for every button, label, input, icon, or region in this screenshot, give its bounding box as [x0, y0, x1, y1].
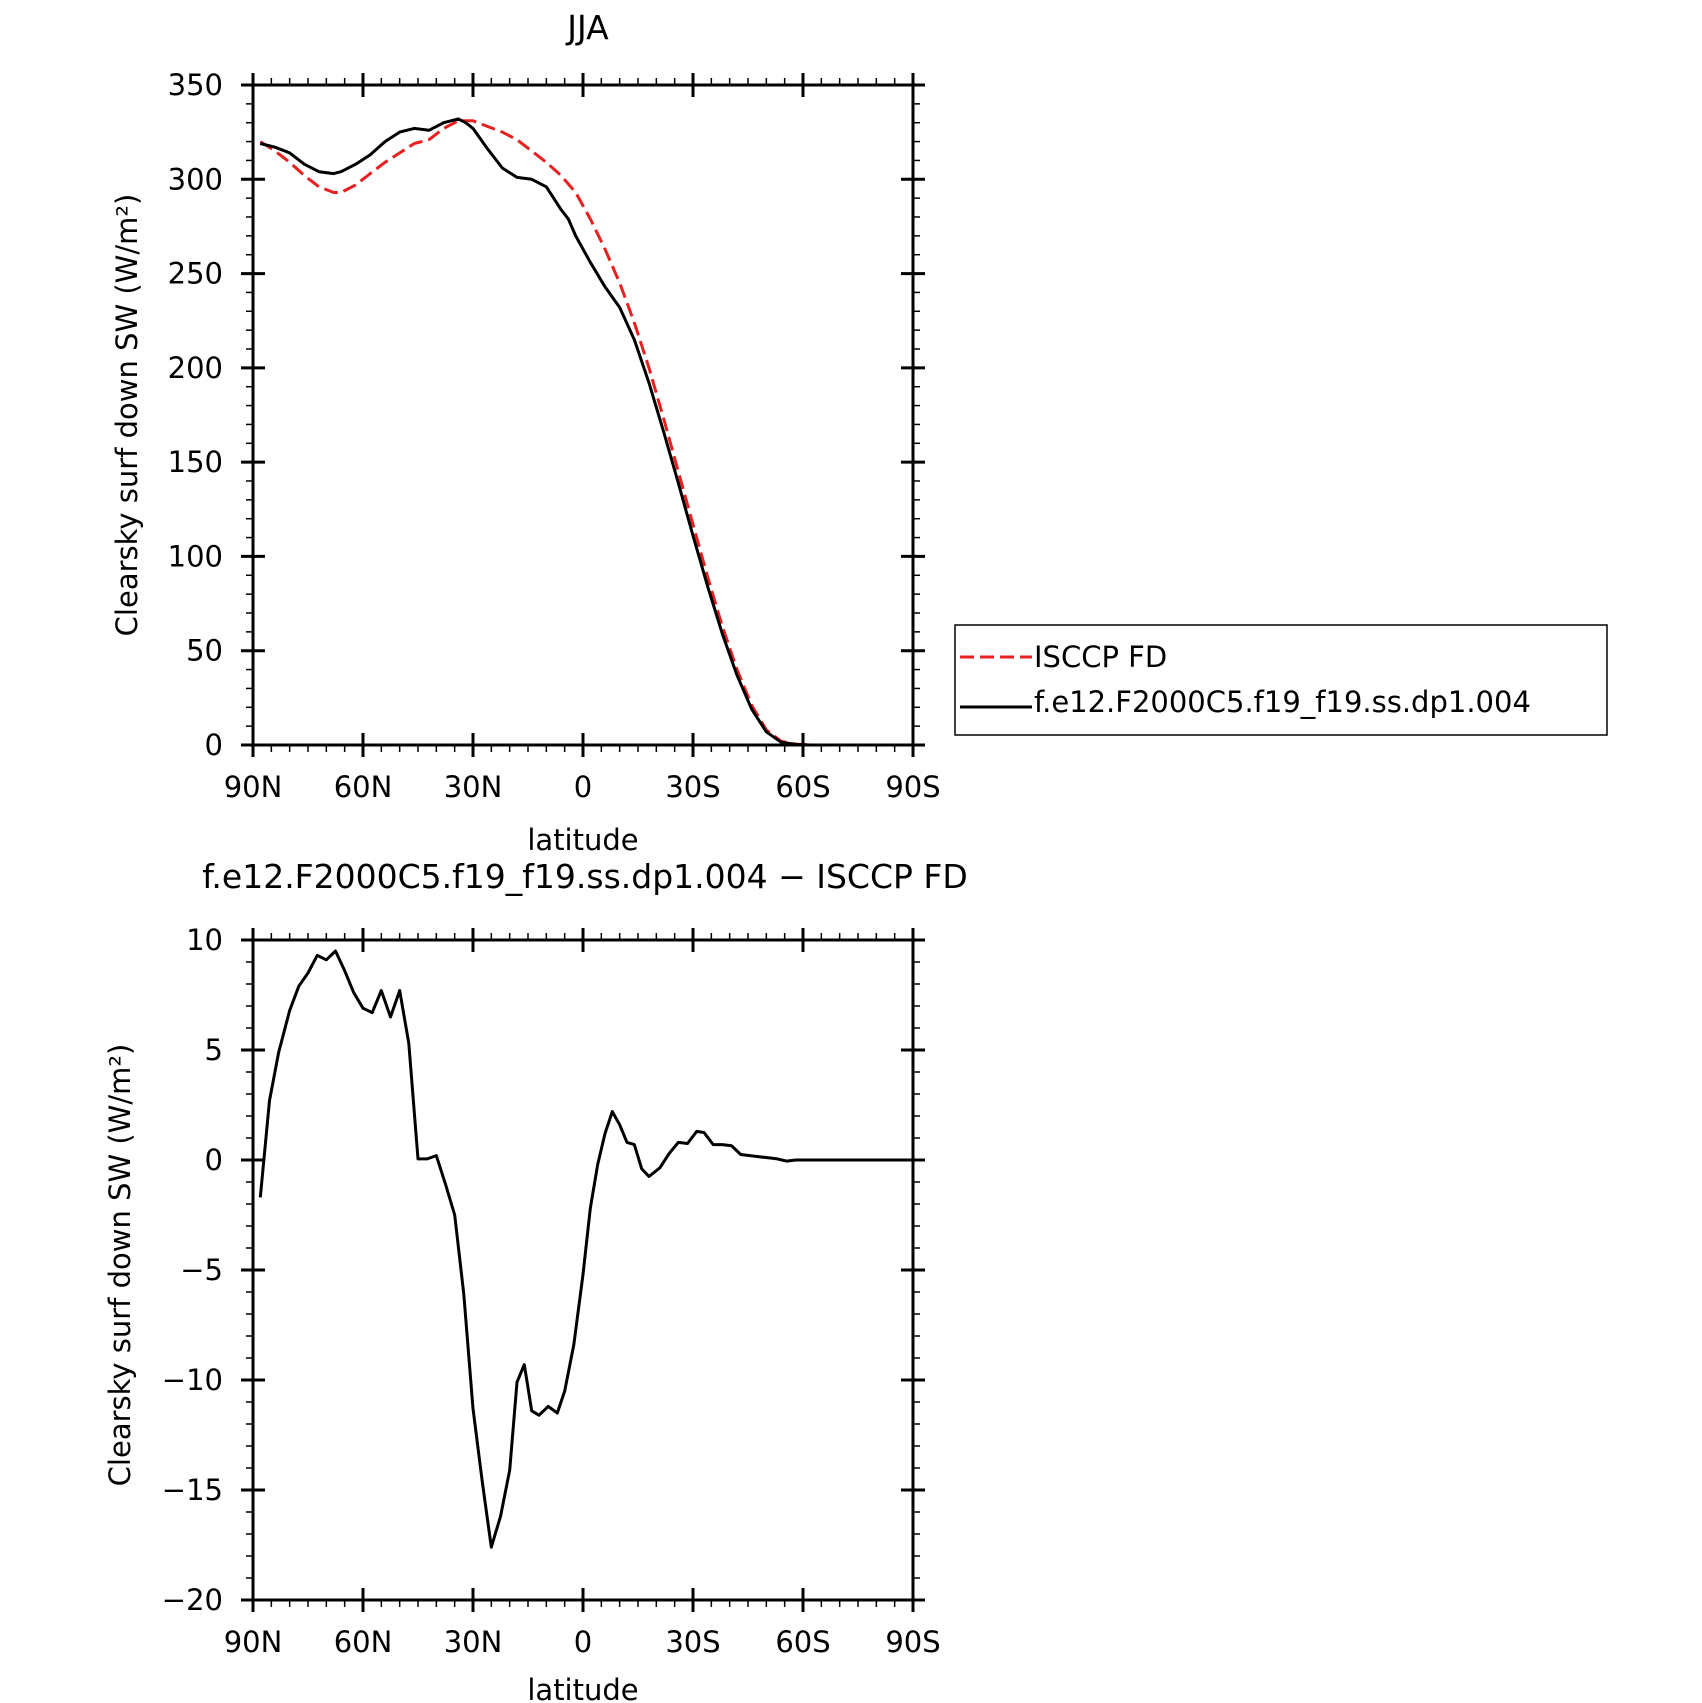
bottom-y-tick-labels: −20 −15 −10 −5 0 5 10	[162, 923, 223, 1617]
top-series-lines	[259, 117, 910, 747]
bottom-x-tick-label: 30N	[444, 1625, 503, 1659]
top-x-tick-label: 60N	[334, 770, 393, 804]
bottom-y-tick-label: −5	[180, 1253, 223, 1287]
top-x-tick-label: 90N	[224, 770, 283, 804]
bottom-y-tick-label: −15	[162, 1473, 223, 1507]
top-y-tick-label: 150	[168, 445, 223, 479]
top-x-axis-label: latitude	[527, 823, 638, 857]
bottom-axis-ticks	[241, 928, 925, 1612]
top-y-tick-label: 100	[168, 539, 223, 573]
bottom-x-tick-label: 60S	[775, 1625, 830, 1659]
bottom-series-lines	[258, 949, 908, 1549]
legend: ISCCP FD f.e12.F2000C5.f19_f19.ss.dp1.00…	[954, 624, 1608, 736]
top-y-tick-label: 200	[168, 351, 223, 385]
legend-box	[954, 624, 1608, 736]
top-series-line-model	[259, 117, 910, 747]
bottom-y-axis-label: Clearsky surf down SW (W/m²)	[103, 1044, 137, 1487]
bottom-y-tick-label: −10	[162, 1363, 223, 1397]
top-x-tick-label: 90S	[885, 770, 940, 804]
bottom-x-tick-label: 0	[574, 1625, 592, 1659]
top-y-axis-label: Clearsky surf down SW (W/m²)	[110, 194, 144, 637]
top-panel: JJA 90N 60N 30N 0 30S 60S 90S 0 50 100 150 200 250 3…	[110, 8, 941, 857]
bottom-y-tick-label: 10	[186, 923, 223, 957]
top-y-tick-label: 350	[168, 68, 223, 102]
bottom-panel-title: f.e12.F2000C5.f19_f19.ss.dp1.004 − ISCCP…	[202, 857, 968, 896]
bottom-x-tick-label: 30S	[665, 1625, 720, 1659]
bottom-x-tick-labels: 90N 60N 30N 0 30S 60S 90S	[224, 1625, 941, 1659]
top-panel-title: JJA	[565, 8, 609, 47]
top-x-tick-labels: 90N 60N 30N 0 30S 60S 90S	[224, 770, 941, 804]
top-y-tick-label: 250	[168, 257, 223, 291]
top-x-tick-label: 30N	[444, 770, 503, 804]
legend-label-isccp: ISCCP FD	[1034, 640, 1167, 674]
top-y-tick-label: 50	[186, 634, 223, 668]
bottom-y-tick-label: −20	[162, 1583, 223, 1617]
bottom-panel: f.e12.F2000C5.f19_f19.ss.dp1.004 − ISCCP…	[103, 857, 968, 1703]
top-axis-ticks	[241, 73, 925, 757]
top-x-tick-label: 60S	[775, 770, 830, 804]
top-y-tick-label: 300	[168, 162, 223, 196]
bottom-x-tick-label: 90S	[885, 1625, 940, 1659]
top-series-line-isccp	[259, 119, 910, 747]
bottom-series-line-model	[258, 949, 908, 1549]
legend-label-model: f.e12.F2000C5.f19_f19.ss.dp1.004	[1034, 685, 1531, 719]
top-plot-frame	[251, 83, 915, 747]
bottom-y-tick-label: 0	[205, 1143, 223, 1177]
bottom-x-tick-label: 90N	[224, 1625, 283, 1659]
top-x-tick-label: 30S	[665, 770, 720, 804]
top-x-tick-label: 0	[574, 770, 592, 804]
top-y-tick-labels: 0 50 100 150 200 250 300 350	[168, 68, 223, 762]
bottom-x-tick-label: 60N	[334, 1625, 393, 1659]
bottom-y-tick-label: 5	[205, 1033, 223, 1067]
bottom-x-axis-label: latitude	[527, 1673, 638, 1703]
top-y-tick-label: 0	[205, 728, 223, 762]
